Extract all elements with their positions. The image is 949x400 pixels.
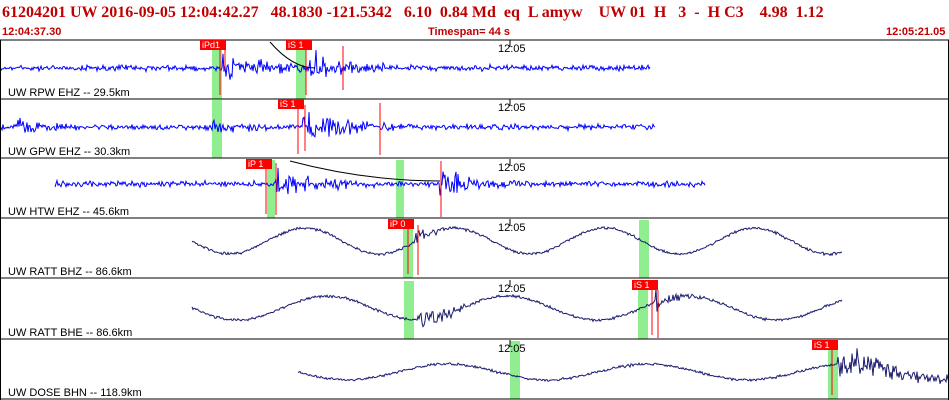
event-info-line: 61204201 UW 2016-09-05 12:04:42.27 48.18…: [2, 4, 824, 21]
pick-window: [638, 281, 648, 339]
pick-window: [639, 220, 649, 278]
trace-panel-2[interactable]: 12:05 iS 1 UW GPW EHZ -- 30.3km: [0, 99, 949, 159]
pick-window: [267, 160, 275, 218]
station-label: UW RATT BHZ -- 86.6km: [8, 266, 132, 278]
station-label: UW GPW EHZ -- 30.3km: [8, 146, 130, 158]
trace-panel-3[interactable]: 12:05 iP 1 UW HTW EHZ -- 45.6km: [0, 159, 949, 219]
pick-window: [404, 281, 414, 339]
trace-panel-4[interactable]: 12:05 iP 0 UW RATT BHZ -- 86.6km: [0, 219, 949, 279]
time-marker-label: 12:05: [498, 222, 526, 234]
travel-time-curve: [269, 41, 316, 69]
time-marker-label: 12:05: [498, 102, 526, 114]
station-label: UW HTW EHZ -- 45.6km: [8, 206, 129, 218]
end-time: 12:05:21.05: [886, 26, 946, 38]
travel-time-curve: [289, 160, 441, 182]
pick-flag[interactable]: [246, 159, 272, 169]
time-marker-label: 12:05: [498, 283, 526, 295]
pick-window: [510, 341, 520, 399]
timespan-label: Timespan= 44 s: [428, 26, 511, 38]
trace-panel-5[interactable]: 12:05 iS 1 UW RATT BHE -- 86.6km: [0, 280, 949, 340]
pick-label: iS 1: [814, 340, 830, 350]
event-header: 61204201 UW 2016-09-05 12:04:42.27 48.18…: [0, 0, 949, 40]
pick-flag[interactable]: [812, 340, 838, 350]
pick-window: [212, 41, 222, 99]
pick-label: iPd1: [202, 40, 220, 50]
pick-label: iP 1: [248, 159, 263, 169]
waveform-trace: [191, 225, 843, 257]
waveform-trace: [54, 167, 706, 196]
pick-label: iS 1: [280, 99, 296, 109]
waveform-trace: [0, 112, 656, 138]
start-time: 12:04:37.30: [2, 26, 62, 38]
time-marker-label: 12:05: [498, 43, 526, 55]
time-marker-label: 12:05: [498, 343, 526, 355]
pick-label: iS 1: [634, 280, 650, 290]
pick-window: [828, 341, 838, 399]
waveform-trace: [297, 348, 949, 384]
pick-flag[interactable]: [632, 280, 658, 290]
pick-label: iS 1: [288, 40, 304, 50]
pick-flag[interactable]: [388, 219, 414, 229]
pick-label: iP 0: [390, 219, 405, 229]
waveform-trace: [0, 50, 651, 80]
trace-panel-6[interactable]: 12:05 iS 1 UW DOSE BHN -- 118.9km: [0, 340, 949, 400]
station-label: UW DOSE BHN -- 118.9km: [8, 387, 142, 399]
pick-flag[interactable]: [200, 40, 226, 50]
trace-panel-1[interactable]: 12:05 iPd1 iS 1 UW RPW EHZ -- 29.5km: [0, 40, 949, 100]
pick-window: [396, 160, 404, 218]
pick-flag[interactable]: [278, 99, 304, 109]
time-marker-label: 12:05: [498, 162, 526, 174]
waveform-trace: [191, 288, 843, 328]
station-label: UW RATT BHE -- 86.6km: [8, 327, 132, 339]
station-label: UW RPW EHZ -- 29.5km: [8, 87, 130, 99]
pick-flag[interactable]: [286, 40, 312, 50]
